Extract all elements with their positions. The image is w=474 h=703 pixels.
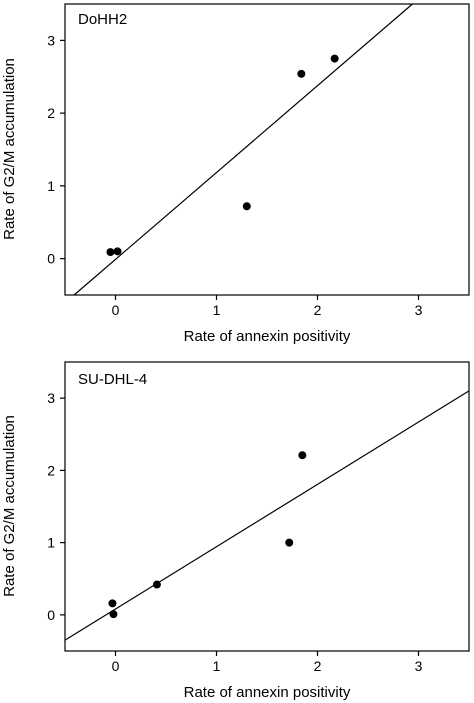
regression-line bbox=[64, 390, 470, 641]
panel-title: SU-DHL-4 bbox=[78, 371, 147, 388]
ticks-group bbox=[60, 39, 420, 300]
x-tick-label: 2 bbox=[314, 658, 322, 674]
y-axis-label: Rate of G2/M accumulation bbox=[1, 58, 18, 240]
y-tick-label: 0 bbox=[47, 607, 55, 623]
series-group bbox=[64, 390, 470, 641]
data-point bbox=[113, 247, 122, 256]
y-tick-label: 2 bbox=[47, 105, 55, 121]
data-point bbox=[330, 54, 339, 63]
y-tick-label: 3 bbox=[47, 32, 55, 48]
x-tick-label: 0 bbox=[112, 658, 120, 674]
data-point bbox=[108, 599, 117, 608]
data-point bbox=[109, 610, 118, 619]
data-point bbox=[152, 580, 161, 589]
panel-su-dhl-4: SU-DHL-4 0 1 2 3 0 1 2 3 Rate of annexin positi… bbox=[1, 361, 470, 701]
data-point bbox=[285, 538, 294, 547]
panel-dohh2: DoHH2 0 1 2 3 0 1 2 3 Rate of annexin positivit… bbox=[1, 3, 470, 345]
data-point bbox=[297, 69, 306, 78]
plot-frame bbox=[64, 3, 470, 296]
y-axis-label: Rate of G2/M accumulation bbox=[1, 415, 18, 597]
y-tick-label: 0 bbox=[47, 251, 55, 267]
data-point bbox=[106, 248, 115, 257]
panel-title: DoHH2 bbox=[78, 11, 127, 28]
data-point bbox=[242, 202, 251, 211]
y-tick-label: 3 bbox=[47, 390, 55, 406]
x-tick-label: 2 bbox=[314, 302, 322, 318]
tick-labels-group: 0 1 2 3 0 1 2 3 bbox=[47, 32, 422, 318]
x-axis-label: Rate of annexin positivity bbox=[184, 684, 351, 701]
y-tick-label: 2 bbox=[47, 462, 55, 478]
x-tick-label: 3 bbox=[415, 658, 423, 674]
regression-line bbox=[73, 3, 413, 296]
plot-frame bbox=[64, 361, 470, 652]
x-axis-label: Rate of annexin positivity bbox=[184, 328, 351, 345]
y-tick-label: 1 bbox=[47, 178, 55, 194]
x-tick-label: 1 bbox=[213, 658, 221, 674]
y-tick-label: 1 bbox=[47, 535, 55, 551]
data-point bbox=[298, 451, 307, 460]
x-tick-label: 1 bbox=[213, 302, 221, 318]
tick-labels-group: 0 1 2 3 0 1 2 3 bbox=[47, 390, 422, 674]
x-tick-label: 3 bbox=[415, 302, 423, 318]
x-tick-label: 0 bbox=[112, 302, 120, 318]
ticks-group bbox=[60, 397, 420, 656]
series-group bbox=[73, 3, 413, 296]
